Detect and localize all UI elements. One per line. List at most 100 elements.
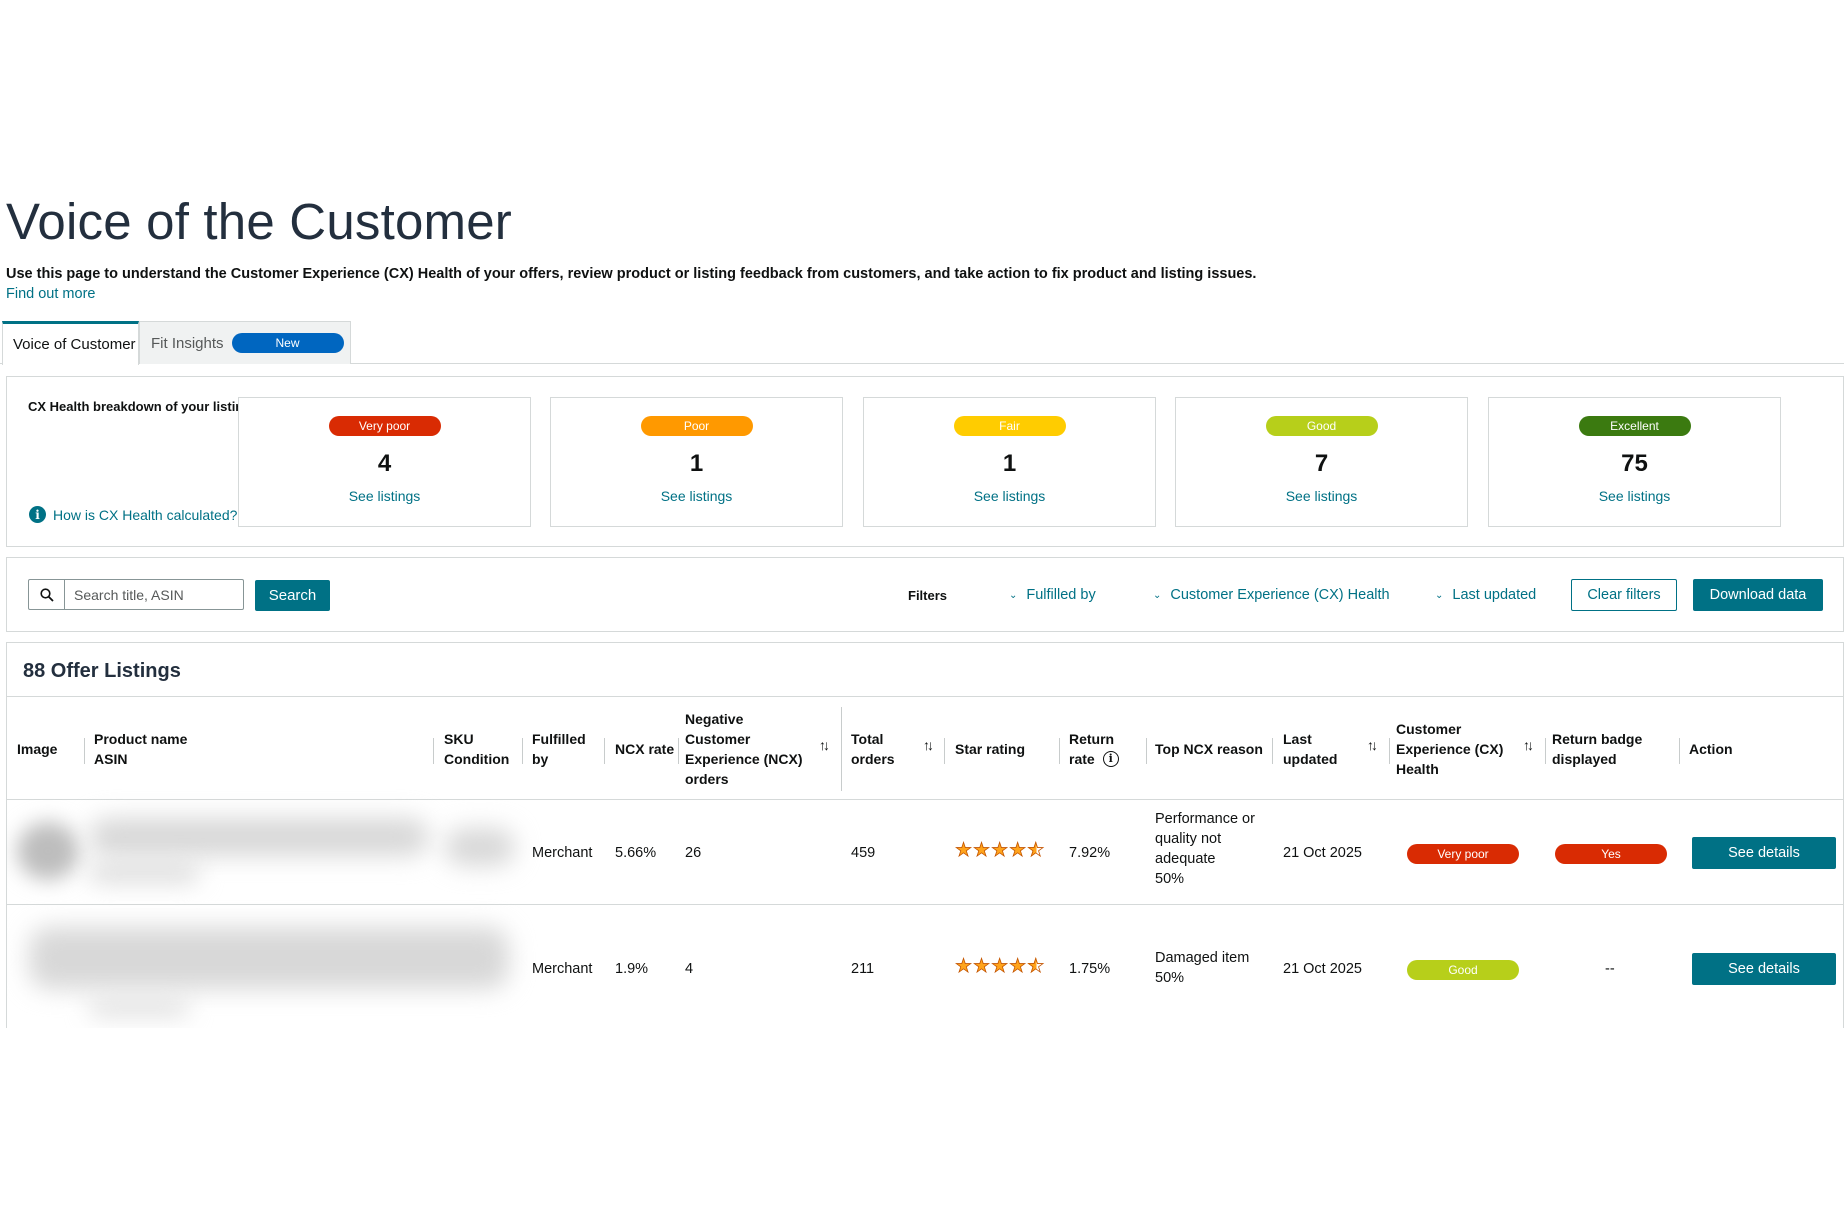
fulfilled-by-filter[interactable]: ⌄ Fulfilled by bbox=[1009, 587, 1096, 603]
col-star-rating: Star rating bbox=[955, 741, 1026, 757]
table-title: 88 Offer Listings bbox=[23, 660, 181, 682]
ncx-orders-cell: 26 bbox=[685, 845, 702, 861]
ncx-rate-cell: 1.9% bbox=[615, 961, 649, 977]
col-return-rate: Return rate i bbox=[1069, 697, 1119, 801]
offer-listings-table: 88 Offer Listings Image Product name ASIN… bbox=[6, 642, 1844, 1028]
cx-count: 1 bbox=[689, 450, 704, 477]
return-badge-cell: -- bbox=[1605, 961, 1615, 977]
col-top-ncx-reason: Top NCX reason bbox=[1155, 741, 1263, 757]
sort-icon[interactable]: ↑↓ bbox=[1367, 737, 1378, 753]
col-cx-health: Customer Experience (CX) Health bbox=[1396, 721, 1504, 777]
chevron-down-icon: ⌄ bbox=[1435, 589, 1444, 601]
cx-count: 1 bbox=[1002, 450, 1017, 477]
cx-health-heading: CX Health breakdown of your listings bbox=[28, 399, 259, 414]
star-icon: ★ bbox=[1009, 956, 1027, 977]
top-ncx-reason-cell: Performance or quality not adequate 50% bbox=[1155, 811, 1255, 887]
fulfilled-by-cell: Merchant bbox=[532, 961, 593, 977]
chevron-down-icon: ⌄ bbox=[1009, 589, 1018, 601]
return-badge: Yes bbox=[1555, 844, 1667, 864]
cx-card-good: Good 7 See listings bbox=[1175, 397, 1468, 527]
cx-health-breakdown: CX Health breakdown of your listings i H… bbox=[6, 376, 1844, 547]
sort-icon[interactable]: ↑↓ bbox=[819, 737, 830, 753]
col-fulfilled-by: Fulfilled by bbox=[532, 731, 586, 767]
cx-count: 7 bbox=[1314, 450, 1329, 477]
sku-blurred bbox=[445, 828, 515, 866]
search-field[interactable] bbox=[28, 579, 244, 610]
filter-label: Last updated bbox=[1452, 587, 1537, 603]
status-badge: Fair bbox=[953, 416, 1066, 436]
download-data-button[interactable]: Download data bbox=[1693, 579, 1823, 611]
star-icon: ★ bbox=[955, 956, 973, 977]
col-action: Action bbox=[1689, 741, 1733, 757]
col-product-name: Product name ASIN bbox=[94, 731, 188, 767]
page-description: Use this page to understand the Customer… bbox=[6, 266, 1257, 282]
filters-label: Filters bbox=[908, 588, 948, 603]
sort-icon[interactable]: ↑↓ bbox=[923, 737, 934, 753]
how-cx-health-link[interactable]: i How is CX Health calculated? bbox=[29, 506, 237, 523]
status-badge: Poor bbox=[640, 416, 753, 436]
status-badge: Good bbox=[1265, 416, 1378, 436]
star-icon: ★ bbox=[991, 956, 1009, 977]
filter-label: Customer Experience (CX) Health bbox=[1170, 587, 1390, 603]
tab-label: Fit Insights bbox=[151, 334, 224, 352]
how-cx-health-label: How is CX Health calculated? bbox=[53, 506, 238, 523]
cx-card-very-poor: Very poor 4 See listings bbox=[238, 397, 531, 527]
tab-bar: Voice of Customer Fit Insights New bbox=[0, 321, 1844, 365]
last-updated-cell: 21 Oct 2025 bbox=[1283, 961, 1362, 977]
star-half-icon: ★ bbox=[1027, 840, 1045, 861]
see-details-button[interactable]: See details bbox=[1692, 837, 1836, 869]
cx-health-badge: Good bbox=[1407, 960, 1519, 980]
last-updated-filter[interactable]: ⌄ Last updated bbox=[1435, 587, 1536, 603]
search-input[interactable] bbox=[65, 586, 235, 603]
table-row: Merchant 5.66% 26 459 ★ ★ ★ ★ ★ 7.92% Perfor… bbox=[7, 800, 1843, 905]
star-half-icon: ★ bbox=[1027, 956, 1045, 977]
total-orders-cell: 459 bbox=[851, 845, 876, 861]
search-filter-bar: Search Filters ⌄ Fulfilled by ⌄ Customer… bbox=[6, 557, 1844, 632]
col-return-badge: Return badge displayed bbox=[1552, 731, 1643, 767]
table-row: Merchant 1.9% 4 211 ★ ★ ★ ★ ★ 1.75% Damaged … bbox=[7, 905, 1843, 1028]
col-image: Image bbox=[17, 741, 58, 757]
asin-blurred bbox=[89, 1001, 189, 1015]
star-icon: ★ bbox=[973, 840, 991, 861]
search-icon bbox=[29, 580, 65, 609]
return-rate-cell: 7.92% bbox=[1069, 845, 1111, 861]
find-out-more-link[interactable]: Find out more bbox=[6, 286, 96, 302]
cx-health-filter[interactable]: ⌄ Customer Experience (CX) Health bbox=[1153, 587, 1390, 603]
star-icon: ★ bbox=[955, 840, 973, 861]
see-listings-link[interactable]: See listings bbox=[973, 488, 1046, 504]
see-listings-link[interactable]: See listings bbox=[1598, 488, 1671, 504]
fulfilled-by-cell: Merchant bbox=[532, 845, 593, 861]
see-listings-link[interactable]: See listings bbox=[660, 488, 733, 504]
cx-health-badge: Very poor bbox=[1407, 844, 1519, 864]
col-ncx-rate: NCX rate bbox=[615, 741, 675, 757]
cx-card-fair: Fair 1 See listings bbox=[863, 397, 1156, 527]
clear-filters-button[interactable]: Clear filters bbox=[1571, 579, 1677, 611]
cx-card-excellent: Excellent 75 See listings bbox=[1488, 397, 1781, 527]
cx-count: 4 bbox=[377, 450, 392, 477]
filter-label: Fulfilled by bbox=[1026, 587, 1096, 603]
info-icon[interactable]: i bbox=[1102, 751, 1119, 767]
search-button[interactable]: Search bbox=[255, 580, 330, 611]
product-image bbox=[17, 822, 79, 880]
last-updated-cell: 21 Oct 2025 bbox=[1283, 845, 1362, 861]
info-icon: i bbox=[29, 506, 46, 523]
top-ncx-reason-cell: Damaged item 50% bbox=[1155, 950, 1250, 986]
tab-label: Voice of Customer bbox=[13, 336, 136, 353]
sort-icon[interactable]: ↑↓ bbox=[1523, 737, 1534, 753]
star-rating: ★ ★ ★ ★ ★ bbox=[955, 956, 1045, 977]
total-orders-cell: 211 bbox=[851, 961, 875, 977]
col-last-updated: Last updated bbox=[1283, 731, 1338, 767]
see-listings-link[interactable]: See listings bbox=[1285, 488, 1358, 504]
table-header: Image Product name ASIN SKU Condition Fulf… bbox=[7, 696, 1843, 801]
cx-card-poor: Poor 1 See listings bbox=[550, 397, 843, 527]
tab-voice-of-customer[interactable]: Voice of Customer bbox=[2, 321, 139, 365]
product-name-blurred bbox=[29, 927, 509, 989]
see-listings-link[interactable]: See listings bbox=[348, 488, 421, 504]
tab-fit-insights[interactable]: Fit Insights New bbox=[139, 321, 351, 364]
cx-count: 75 bbox=[1621, 450, 1648, 477]
star-icon: ★ bbox=[991, 840, 1009, 861]
see-details-button[interactable]: See details bbox=[1692, 953, 1836, 985]
status-badge: Very poor bbox=[328, 416, 441, 436]
ncx-orders-cell: 4 bbox=[685, 961, 694, 977]
star-rating: ★ ★ ★ ★ ★ bbox=[955, 840, 1045, 861]
